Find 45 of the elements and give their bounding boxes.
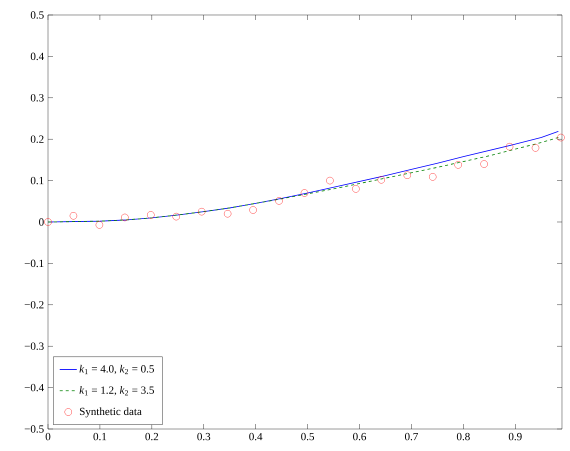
x-tick-label: 0.8 (456, 432, 470, 440)
point (404, 172, 411, 179)
legend-label: Synthetic data (80, 407, 142, 418)
legend-label: k$_{1}$ = 1.2, k$_{2}$ = 3.5 (80, 386, 154, 396)
point (275, 197, 283, 205)
y-tick-label: 0 (39, 218, 44, 226)
x-tick-label: 0.6 (353, 432, 366, 440)
x-tick-label: 0.1 (93, 432, 106, 440)
y-tick-label: 0.4 (30, 52, 44, 60)
point (378, 176, 386, 184)
point (224, 210, 232, 218)
point (557, 134, 565, 142)
x-tick-label: 0 (46, 432, 50, 440)
legend-label: k$_{1}$ = 4.0, k$_{2}$ = 0.5 (80, 364, 154, 374)
point (121, 214, 129, 222)
y-tick-label: −0.3 (24, 342, 44, 350)
point (70, 212, 78, 220)
y-tick-label: −0.5 (24, 425, 44, 433)
point (172, 212, 180, 220)
point (429, 173, 436, 181)
y-tick-label: 0.3 (30, 94, 44, 102)
x-tick-label: 0.7 (404, 432, 418, 440)
point (96, 221, 104, 229)
point (249, 206, 257, 214)
point (147, 211, 154, 219)
x-tick-label: 0.9 (508, 432, 522, 440)
point (326, 176, 334, 184)
x-tick-label: 0.2 (145, 432, 158, 440)
y-tick-label: 0.5 (30, 11, 44, 19)
point (352, 185, 360, 193)
x-tick-label: 0.5 (301, 432, 314, 440)
y-tick-label: −0.2 (24, 301, 44, 309)
y-tick-label: −0.1 (24, 260, 44, 268)
y-tick-label: 0.1 (30, 176, 44, 184)
x-tick-label: 0.4 (249, 432, 262, 440)
point (506, 142, 514, 150)
point (300, 189, 308, 197)
point (198, 208, 206, 216)
point (532, 144, 540, 152)
x-tick-label: 0.3 (197, 432, 210, 440)
point (454, 161, 462, 169)
point (480, 160, 488, 168)
y-tick-label: −0.4 (24, 384, 44, 392)
y-tick-label: 0.2 (30, 135, 44, 143)
point (44, 218, 52, 226)
